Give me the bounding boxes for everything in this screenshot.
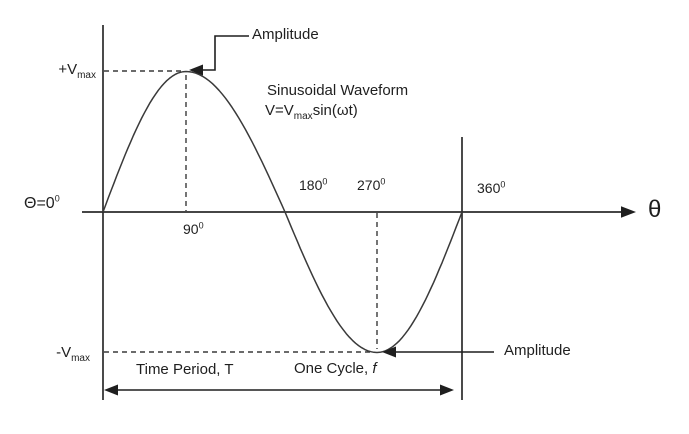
formula-prefix: V=V	[265, 102, 294, 119]
amplitude-bottom-label: Amplitude	[504, 342, 571, 359]
tick-360-base: 360	[477, 180, 501, 196]
origin-label-sup: 0	[54, 193, 60, 204]
x-axis-arrowhead-icon	[621, 206, 636, 218]
formula-subscript: max	[293, 111, 313, 122]
time-period-label: Time Period, T	[136, 361, 234, 378]
waveform-formula: V=Vmaxsin(ωt)	[265, 102, 358, 122]
y-max-positive-label: +Vmax	[30, 61, 96, 81]
formula-suffix: sin(ωt)	[312, 102, 358, 119]
time-period-left-arrowhead-icon	[104, 384, 118, 396]
time-period-right-arrowhead-icon	[440, 384, 454, 396]
amplitude-bottom-arrowhead-icon	[382, 346, 396, 358]
y-max-positive-sub: max	[77, 70, 96, 81]
sine-curve	[102, 70, 463, 354]
one-cycle-frequency-symbol: f	[372, 360, 377, 377]
tick-270-label: 2700	[357, 177, 385, 194]
amplitude-top-connector	[203, 35, 249, 71]
y-max-negative-label: -Vmax	[30, 344, 90, 364]
tick-90-sup: 0	[198, 220, 204, 231]
amplitude-top-label: Amplitude	[252, 26, 319, 43]
one-cycle-text: One Cycle,	[294, 360, 373, 377]
tick-360-label: 3600	[477, 180, 505, 197]
tick-360-sup: 0	[500, 179, 506, 190]
tick-90-base: 90	[183, 221, 199, 237]
tick-180-label: 1800	[299, 177, 327, 194]
amplitude-top-arrowhead-icon	[189, 64, 203, 76]
origin-label-base: Θ=0	[24, 195, 55, 212]
tick-90-label: 900	[183, 221, 204, 238]
tick-270-sup: 0	[380, 176, 386, 187]
tick-270-base: 270	[357, 177, 381, 193]
one-cycle-label: One Cycle, f	[294, 360, 377, 378]
tick-180-base: 180	[299, 177, 323, 193]
tick-180-sup: 0	[322, 176, 328, 187]
y-max-negative-base: -V	[56, 344, 72, 361]
waveform-title: Sinusoidal Waveform	[267, 82, 409, 99]
y-max-negative-sub: max	[71, 353, 90, 364]
x-axis-label: θ	[648, 196, 662, 223]
origin-label: Θ=00	[24, 194, 60, 213]
y-max-positive-base: +V	[58, 61, 78, 78]
